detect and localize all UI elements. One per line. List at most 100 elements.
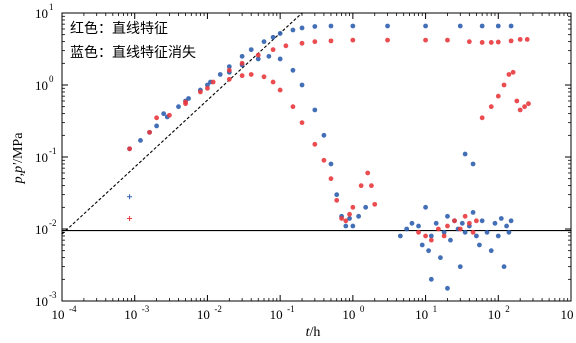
data-point-red <box>270 47 276 53</box>
data-point-blue <box>470 161 476 167</box>
data-point-red <box>488 40 494 45</box>
data-point-red <box>501 82 507 88</box>
x-tick-label: 10 <box>52 307 65 322</box>
legend: 红色：直线特征 蓝色：直线特征消失 <box>70 20 196 61</box>
x-tick-exponent: 2 <box>505 304 510 314</box>
x-axis-label: t/h <box>306 325 321 340</box>
data-point-blue <box>492 220 498 226</box>
data-point-blue <box>350 223 356 229</box>
x-tick-label: 10 <box>342 307 355 322</box>
data-point-red <box>428 237 434 243</box>
data-point-red <box>328 38 334 44</box>
x-tick-label: 10 <box>561 307 574 322</box>
x-tick-exponent: -3 <box>142 304 150 314</box>
y-axis-label-unit: /MPa <box>11 132 26 163</box>
data-point-blue <box>459 220 465 226</box>
data-point-blue <box>270 34 276 40</box>
data-point-blue <box>479 218 485 224</box>
data-point-red <box>255 52 261 58</box>
data-point-blue <box>479 23 485 29</box>
data-point-blue <box>462 151 468 157</box>
data-point-red <box>350 204 356 210</box>
data-point-red <box>435 226 441 232</box>
data-point-blue <box>397 233 403 239</box>
y-tick-label: 10 <box>35 150 48 165</box>
data-point-blue <box>508 218 514 224</box>
data-point-blue <box>488 248 494 254</box>
data-point-blue <box>423 204 428 210</box>
data-point-red <box>479 40 485 45</box>
data-point-red <box>514 98 520 104</box>
y-axis-label: p,p'/MPa <box>11 132 26 185</box>
x-tick-label: 10 <box>415 307 428 322</box>
data-point-red <box>277 87 283 93</box>
data-point-blue <box>248 47 254 53</box>
data-point-red <box>154 115 160 121</box>
data-point-blue <box>506 229 512 235</box>
data-point-blue <box>477 242 482 248</box>
data-point-red <box>508 38 514 44</box>
y-tick-label: 10 <box>35 6 48 21</box>
data-point-blue <box>299 82 305 88</box>
data-point-red <box>347 211 352 217</box>
data-point-blue <box>501 264 507 270</box>
data-point-blue <box>255 56 261 62</box>
data-point-blue <box>176 104 181 110</box>
data-point-red <box>321 157 327 163</box>
x-tick-exponent: 1 <box>433 304 438 314</box>
data-point-red <box>350 37 356 43</box>
data-point-red <box>183 99 188 105</box>
y-tick-label: 10 <box>35 294 48 309</box>
data-point-red <box>299 40 305 46</box>
y-tick-exponent: -1 <box>49 146 57 156</box>
data-point-red <box>312 39 318 45</box>
y-tick-exponent: -2 <box>49 218 57 228</box>
data-point-red <box>452 218 457 224</box>
data-point-blue <box>205 82 210 88</box>
y-tick-exponent: 0 <box>49 74 54 84</box>
data-point-blue <box>127 194 133 200</box>
data-point-blue <box>328 161 334 167</box>
data-point-red <box>312 141 318 147</box>
data-point-red <box>462 213 468 219</box>
data-point-blue <box>261 39 267 45</box>
data-point-blue <box>457 264 463 270</box>
data-point-red <box>506 72 512 77</box>
x-tick-label: 10 <box>124 307 137 322</box>
data-point-blue <box>363 204 369 210</box>
data-point-red <box>510 69 516 75</box>
data-point-blue <box>433 220 439 226</box>
data-point-blue <box>448 237 453 243</box>
data-point-blue <box>426 248 431 254</box>
y-tick-exponent: -3 <box>49 290 57 300</box>
data-point-red <box>526 101 531 107</box>
tick-group: 10-410-310-210-110010110210310-310-210-1… <box>35 2 574 322</box>
data-point-blue <box>428 233 434 239</box>
legend-red-text: 红色：直线特征 <box>70 20 168 37</box>
data-point-blue <box>457 23 463 29</box>
data-point-red <box>372 201 378 207</box>
data-point-blue <box>154 123 160 129</box>
data-points-group <box>127 23 531 291</box>
data-point-red <box>495 39 501 45</box>
data-point-blue <box>484 229 490 235</box>
data-point-red <box>226 67 232 73</box>
data-point-red <box>369 183 374 189</box>
y-tick-exponent: 1 <box>49 2 54 12</box>
data-point-blue <box>423 23 428 29</box>
data-point-blue <box>161 111 167 117</box>
data-point-red <box>441 233 447 239</box>
data-point-blue <box>328 23 334 29</box>
data-point-red <box>328 176 334 182</box>
data-point-blue <box>239 53 245 59</box>
data-point-blue <box>290 67 296 73</box>
data-point-blue <box>312 24 318 29</box>
data-point-red <box>445 223 450 229</box>
data-point-red <box>365 170 371 176</box>
data-point-red <box>488 104 494 110</box>
data-point-blue <box>266 53 272 59</box>
data-point-blue <box>416 223 421 229</box>
data-point-blue <box>347 216 352 221</box>
data-point-blue <box>462 229 468 235</box>
